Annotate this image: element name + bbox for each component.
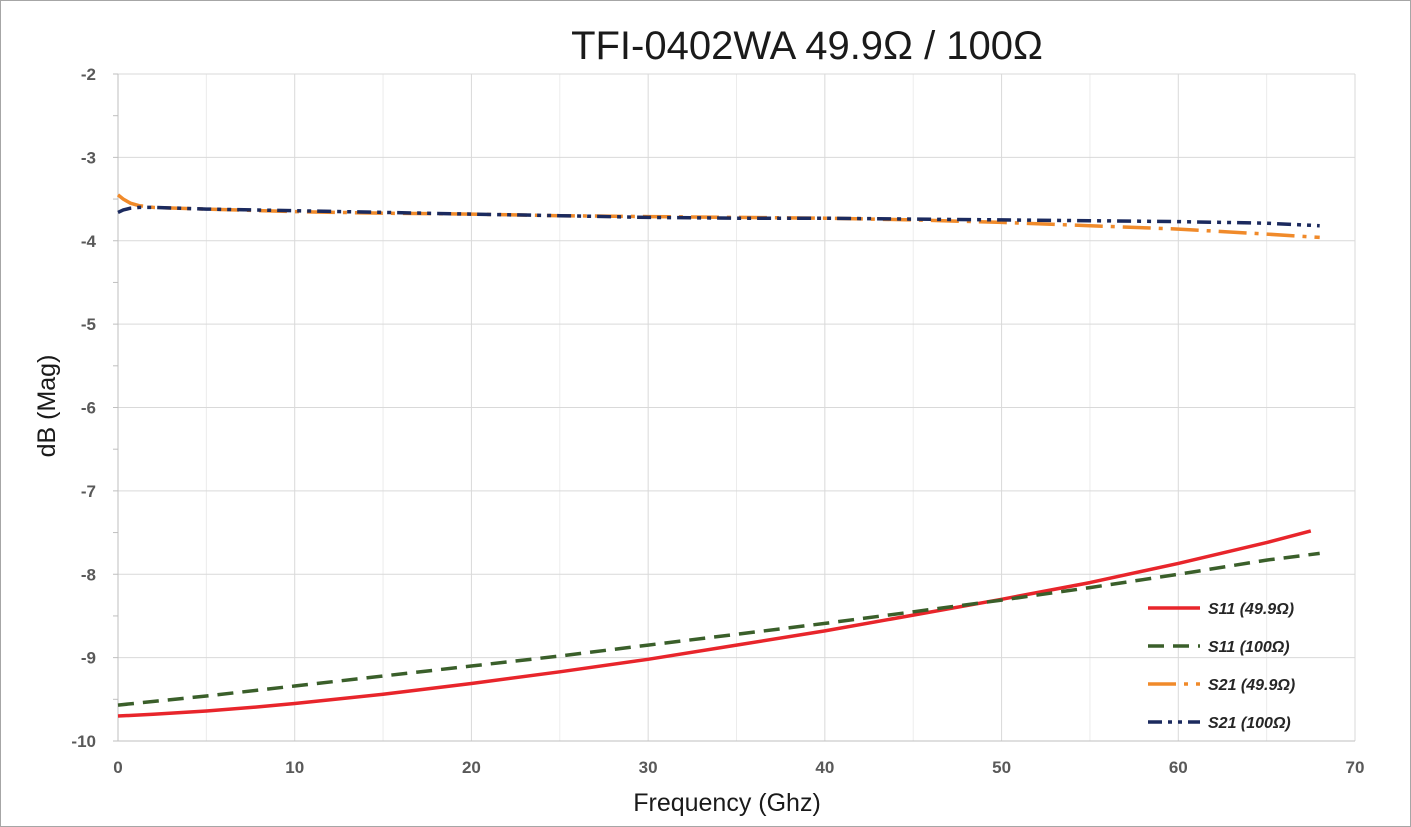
series-line-2 (117, 551, 1320, 707)
x-axis-title: Frequency (Ghz) (633, 789, 821, 817)
series-line-3 (116, 193, 1320, 240)
legend-label-1: S11 (49.9Ω) (1208, 601, 1294, 618)
legend-label-3: S21 (49.9Ω) (1208, 677, 1295, 694)
series-line-4 (117, 205, 1320, 228)
x-tick-label: 40 (815, 758, 834, 777)
y-axis-title: dB (Mag) (33, 355, 61, 458)
y-tick-label: -3 (81, 148, 96, 167)
y-tick-label: -7 (81, 482, 96, 501)
x-tick-label: 50 (992, 758, 1011, 777)
x-tick-label: 60 (1169, 758, 1188, 777)
chart-title: TFI-0402WA 49.9Ω / 100Ω (571, 24, 1043, 68)
x-tick-label: 10 (285, 758, 304, 777)
legend: S11 (49.9Ω) S11 (100Ω) S21 (49.9Ω) S21 (100… (1148, 601, 1295, 732)
series-line-1 (117, 529, 1312, 718)
legend-label-2: S11 (100Ω) (1208, 639, 1290, 656)
y-tick-label: -9 (81, 649, 96, 668)
x-tick-label: 70 (1346, 758, 1365, 777)
legend-label-4: S21 (100Ω) (1208, 715, 1291, 732)
x-tick-label: 0 (113, 758, 122, 777)
axes: 0 10 20 30 40 50 60 70 -2 -3 -4 -5 -6 -7 -8 -9 -10 (71, 65, 1364, 777)
y-tick-label: -10 (71, 732, 96, 751)
series-lines (116, 193, 1320, 718)
grid (118, 73, 1356, 741)
y-tick-label: -4 (81, 232, 97, 251)
x-tick-label: 30 (639, 758, 658, 777)
x-tick-label: 20 (462, 758, 481, 777)
y-tick-label: -5 (81, 315, 96, 334)
y-tick-label: -2 (81, 65, 96, 84)
y-tick-label: -6 (81, 399, 96, 418)
y-tick-label: -8 (81, 565, 96, 584)
